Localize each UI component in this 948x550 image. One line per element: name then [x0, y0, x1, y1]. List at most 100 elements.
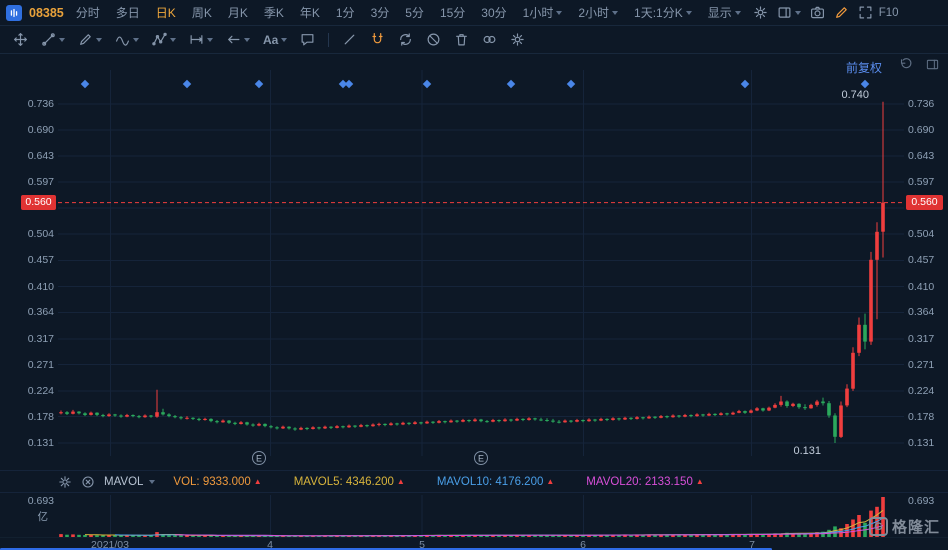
sync-drawings-tool-icon[interactable] — [398, 32, 413, 47]
period-menu: 分时 多日 日K 周K 月K 季K 年K 1分 3分 5分 15分 30分 1小时 2小时 1天:1分K 显示 — [68, 4, 749, 21]
period-tab-月K[interactable]: 月K — [227, 6, 248, 20]
link-tool-icon[interactable] — [482, 32, 497, 47]
volume-scale-label: 0.693 — [27, 495, 54, 507]
svg-text:0.740: 0.740 — [841, 89, 869, 101]
pen-tool-icon[interactable] — [78, 32, 102, 47]
comment-tool-icon[interactable] — [300, 32, 315, 47]
chevron-down-icon — [281, 37, 288, 42]
volume-canvas[interactable] — [0, 493, 948, 538]
price-axis-label: 0.178 — [27, 410, 54, 423]
current-price-badge-right: 0.560 — [906, 195, 943, 210]
period-tab-周K[interactable]: 周K — [191, 6, 212, 20]
period-tab-1天:1分K[interactable]: 1天:1分K — [626, 4, 700, 21]
price-axis-label: 0.271 — [908, 358, 935, 371]
magnet-tool-icon[interactable] — [370, 32, 385, 47]
time-axis-label: 7 — [749, 539, 755, 550]
fullscreen-icon[interactable] — [858, 5, 873, 20]
up-triangle-icon: ▲ — [253, 477, 262, 486]
period-tab-日K[interactable]: 日K — [155, 6, 176, 20]
price-axis-label: 0.690 — [27, 123, 54, 136]
chevron-down-icon — [685, 10, 692, 15]
pattern-tool-icon[interactable] — [152, 32, 176, 47]
indicator-row: MAVOL VOL: 9333.000 ▲ MAVOL5: 4346.200 ▲ MAV… — [0, 470, 948, 492]
period-tab-年K[interactable]: 年K — [299, 6, 320, 20]
chevron-down-icon — [170, 37, 176, 42]
price-axis-label: 0.178 — [908, 410, 935, 423]
text-tool-icon[interactable]: Aa — [263, 33, 288, 47]
period-tab-多日[interactable]: 多日 — [115, 6, 140, 20]
chevron-down-icon — [556, 10, 563, 15]
screenshot-icon[interactable] — [810, 5, 825, 20]
drawbar-settings-icon[interactable] — [510, 32, 525, 47]
price-axis-label: 0.271 — [27, 358, 54, 371]
measure-tool-icon[interactable] — [189, 32, 213, 47]
indicator-value: MAVOL5: 4346.200 ▲ — [293, 475, 405, 488]
drawing-toolbar: Aa — [0, 26, 948, 54]
price-axis-label: 0.131 — [27, 437, 54, 449]
price-axis-label: 0.410 — [908, 280, 935, 293]
chart-settings-icon[interactable] — [753, 5, 768, 20]
volume-pane: 0.693 亿 0.693 — [0, 492, 948, 537]
svg-text:E: E — [478, 454, 484, 464]
panel-toggle-icon[interactable] — [926, 58, 939, 71]
indicator-settings-icon[interactable] — [58, 475, 72, 489]
symbol-code[interactable]: 08385 — [29, 5, 64, 20]
arrow-tool-icon[interactable] — [226, 32, 250, 47]
price-axis-label: 0.224 — [27, 384, 54, 397]
up-triangle-icon: ▲ — [396, 477, 405, 486]
f10-button[interactable]: F10 — [878, 6, 899, 19]
price-axis-label: 0.690 — [908, 123, 935, 136]
wave-tool-icon[interactable] — [115, 32, 139, 47]
chevron-down-icon — [59, 37, 65, 42]
volume-scale-label-right: 0.693 — [908, 495, 935, 507]
toolbar-icons — [753, 5, 873, 20]
main-toolbar: 08385 分时 多日 日K 周K 月K 季K 年K 1分 3分 5分 15分 30分 1小时 2小时 1天… — [0, 0, 948, 26]
indicator-name[interactable]: MAVOL — [104, 475, 144, 488]
price-axis-label: 0.457 — [27, 254, 54, 267]
period-tab-3分[interactable]: 3分 — [370, 6, 390, 20]
ruler-tool-icon[interactable] — [342, 32, 357, 47]
annotate-pencil-icon[interactable] — [834, 5, 849, 20]
indicator-close-icon[interactable] — [81, 475, 95, 489]
time-axis-label: 5 — [419, 539, 425, 550]
trendline-tool-icon[interactable] — [41, 32, 65, 47]
time-axis-label: 2021/03 — [91, 539, 129, 550]
move-tool-icon[interactable] — [13, 32, 28, 47]
price-axis-label: 0.410 — [27, 280, 54, 293]
up-triangle-icon: ▲ — [695, 477, 704, 486]
period-tab-2小时[interactable]: 2小时 — [570, 4, 626, 21]
time-axis-label: 6 — [580, 539, 586, 550]
layout-select-icon[interactable] — [777, 5, 801, 20]
chevron-down-icon — [244, 37, 250, 42]
price-axis-label: 0.597 — [27, 175, 54, 188]
current-price-badge-left: 0.560 — [21, 195, 56, 210]
price-axis-label: 0.736 — [27, 98, 54, 110]
period-tab-1小时[interactable]: 1小时 — [515, 4, 571, 21]
hide-drawings-tool-icon[interactable] — [426, 32, 441, 47]
price-axis-label: 0.643 — [908, 150, 935, 163]
period-tab-分时[interactable]: 分时 — [75, 6, 100, 20]
period-tab-15分[interactable]: 15分 — [439, 6, 466, 20]
range-scrollbar[interactable] — [0, 548, 772, 550]
app-logo-icon[interactable] — [6, 4, 22, 21]
price-axis-label: 0.224 — [908, 384, 935, 397]
period-tab-1分[interactable]: 1分 — [335, 6, 355, 20]
volume-unit-label: 亿 — [37, 511, 49, 523]
price-axis-label: 0.364 — [27, 306, 54, 319]
delete-drawings-tool-icon[interactable] — [454, 32, 469, 47]
undo-icon[interactable] — [899, 57, 913, 71]
price-chart-region: E E 0.740 0.131 前复权 0.560 0.560 0.736 0.736 0… — [0, 54, 948, 470]
up-triangle-icon: ▲ — [546, 477, 555, 486]
price-axis-label: 0.457 — [908, 254, 935, 267]
period-tab-30分[interactable]: 30分 — [481, 6, 507, 20]
period-tab-季K[interactable]: 季K — [263, 6, 284, 20]
period-tab-5分[interactable]: 5分 — [405, 6, 424, 20]
period-tab-显示[interactable]: 显示 — [700, 4, 749, 21]
time-axis-label: 4 — [267, 539, 273, 550]
price-canvas[interactable]: E E 0.740 0.131 — [0, 54, 948, 470]
gelonghui-logo-icon: G — [868, 517, 888, 536]
chevron-down-icon — [133, 37, 139, 42]
adjust-mode-label[interactable]: 前复权 — [845, 61, 882, 75]
chevron-down-icon[interactable] — [149, 479, 156, 484]
chevron-down-icon — [794, 10, 801, 15]
